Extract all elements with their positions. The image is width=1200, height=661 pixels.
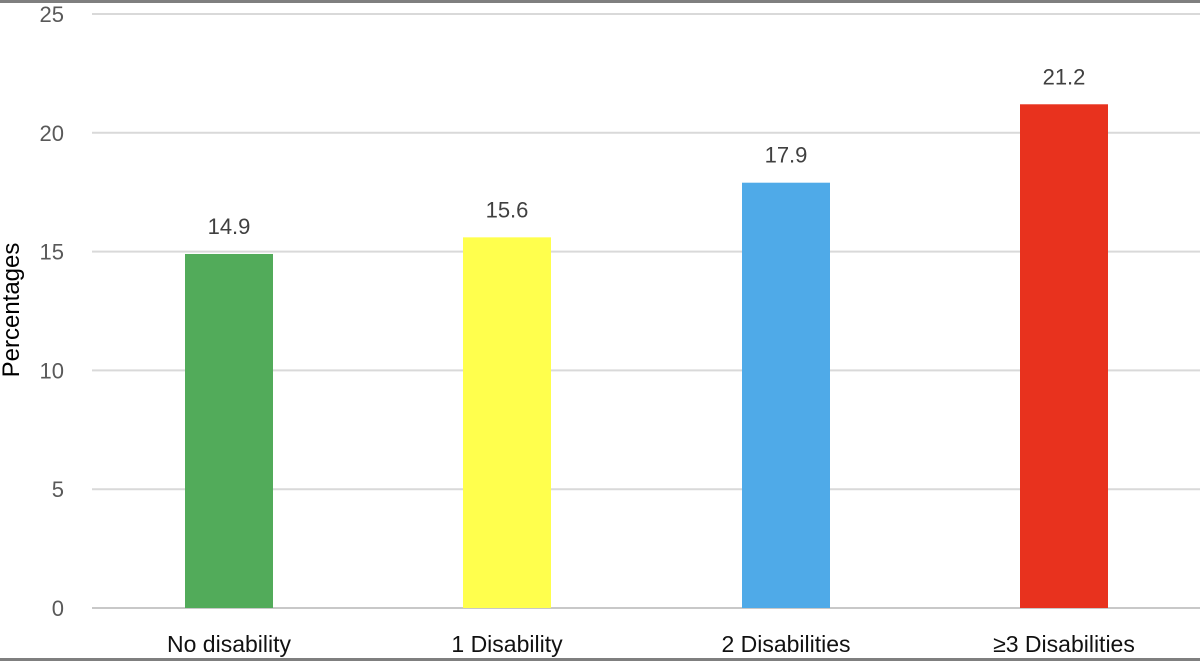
y-tick-label: 10 xyxy=(40,358,64,383)
data-label: 21.2 xyxy=(1043,64,1086,89)
bar xyxy=(1020,104,1108,609)
y-axis-ticks: 0 5 10 15 20 25 xyxy=(40,2,64,621)
y-tick-label: 5 xyxy=(52,477,64,502)
x-category-label: No disability xyxy=(167,631,291,657)
bar xyxy=(185,253,273,608)
x-axis-categories: No disability 1 Disability 2 Disabilities ≥… xyxy=(167,631,1135,657)
y-axis-title: Percentages xyxy=(0,243,25,378)
data-label: 14.9 xyxy=(208,214,251,239)
x-category-label: 1 Disability xyxy=(451,631,563,657)
data-label: 15.6 xyxy=(486,197,529,222)
y-tick-label: 0 xyxy=(52,596,64,621)
y-tick-label: 20 xyxy=(40,121,64,146)
bar xyxy=(463,237,551,608)
y-tick-label: 25 xyxy=(40,2,64,27)
gridlines xyxy=(92,13,1200,609)
bar xyxy=(742,182,830,609)
x-category-label: 2 Disabilities xyxy=(721,631,850,657)
data-label: 17.9 xyxy=(765,143,808,168)
bars xyxy=(185,104,1108,609)
data-labels: 14.9 15.6 17.9 21.2 xyxy=(208,64,1086,239)
x-category-label: ≥3 Disabilities xyxy=(993,631,1135,657)
y-tick-label: 15 xyxy=(40,240,64,265)
